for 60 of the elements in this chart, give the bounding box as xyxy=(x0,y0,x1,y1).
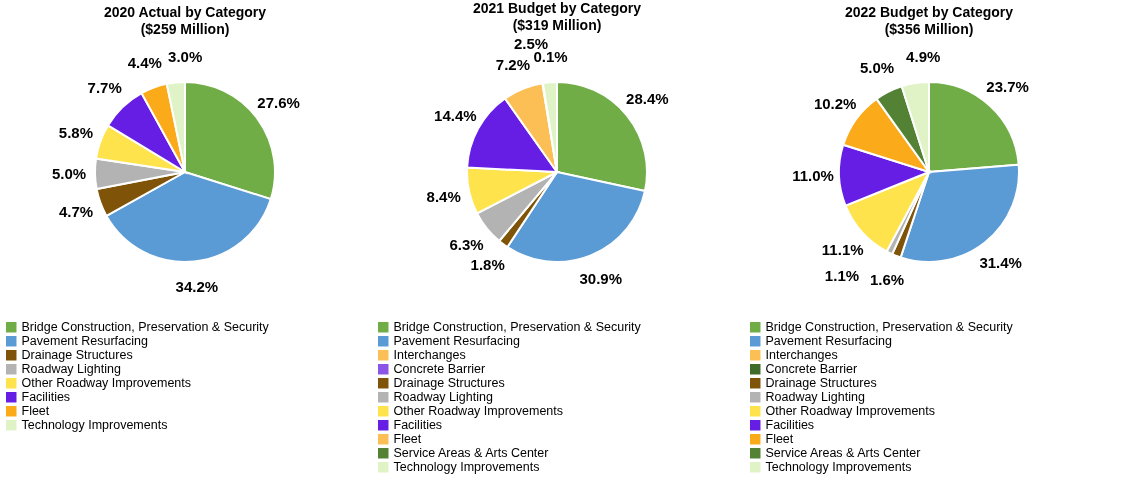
legend-label: Fleet xyxy=(765,432,794,447)
legend-label: Pavement Resurfacing xyxy=(765,334,892,349)
legend-label: Other Roadway Improvements xyxy=(765,404,936,419)
data-label: 1.1% xyxy=(824,267,860,285)
legend-label: Concrete Barrier xyxy=(765,362,858,377)
chart-title: 2020 Actual by Category xyxy=(103,4,267,20)
data-label: 30.9% xyxy=(579,270,622,288)
data-label: 6.3% xyxy=(449,235,484,253)
data-label: 10.2% xyxy=(813,94,857,112)
legend-label: Interchanges xyxy=(765,348,838,363)
data-label: 31.4% xyxy=(979,254,1022,272)
data-label: 1.6% xyxy=(869,271,905,289)
legend-label: Other Roadway Improvements xyxy=(21,376,192,391)
chart-title: 2022 Budget by Category xyxy=(844,4,1014,20)
data-label: 11.0% xyxy=(792,167,834,185)
data-label: 8.4% xyxy=(426,187,461,205)
legend-label: Roadway Lighting xyxy=(765,390,865,405)
data-label: 11.1% xyxy=(821,240,864,258)
chart-subtitle: ($356 Million) xyxy=(884,21,974,37)
data-label: 5.0% xyxy=(859,59,895,77)
legend-label: Pavement Resurfacing xyxy=(21,334,148,349)
data-label: 1.8% xyxy=(470,255,505,273)
legend-label: Drainage Structures xyxy=(21,348,133,363)
data-label: 4.7% xyxy=(58,202,94,220)
data-label: 28.4% xyxy=(626,90,669,108)
legend-label: Concrete Barrier xyxy=(393,362,486,377)
data-label: 5.0% xyxy=(51,165,87,183)
legend-label: Fleet xyxy=(21,404,50,419)
legend-label: Technology Improvements xyxy=(765,460,912,475)
legend-label: Other Roadway Improvements xyxy=(393,404,564,419)
legend-label: Service Areas & Arts Center xyxy=(765,446,921,461)
data-label: 7.2% xyxy=(495,55,531,73)
data-label: 23.7% xyxy=(986,77,1029,95)
data-label: 4.9% xyxy=(906,48,941,66)
legend-label: Interchanges xyxy=(393,348,466,363)
data-label: 14.4% xyxy=(434,107,477,125)
legend-label: Facilities xyxy=(393,418,443,433)
legend-label: Facilities xyxy=(21,390,71,405)
chart-subtitle: ($259 Million) xyxy=(140,21,230,37)
legend-label: Pavement Resurfacing xyxy=(393,334,520,349)
legend-label: Bridge Construction, Preservation & Security xyxy=(21,320,270,335)
legend-label: Bridge Construction, Preservation & Security xyxy=(393,320,642,335)
data-label: 5.8% xyxy=(58,123,94,141)
legend-label: Roadway Lighting xyxy=(21,362,121,377)
legend-label: Drainage Structures xyxy=(393,376,505,391)
legend-label: Roadway Lighting xyxy=(393,390,493,405)
chart-subtitle: ($319 Million) xyxy=(512,17,602,34)
legend-label: Drainage Structures xyxy=(765,376,877,391)
data-label: 27.6% xyxy=(257,94,300,112)
data-label: 4.4% xyxy=(127,54,162,72)
chart-title: 2021 Budget by Category xyxy=(472,0,642,17)
legend-label: Fleet xyxy=(393,432,422,447)
legend-label: Bridge Construction, Preservation & Security xyxy=(765,320,1014,335)
data-label: 3.0% xyxy=(168,47,203,65)
data-label: 7.7% xyxy=(87,79,122,97)
legend-label: Technology Improvements xyxy=(393,460,540,475)
legend-label: Technology Improvements xyxy=(21,418,168,433)
legend-label: Facilities xyxy=(765,418,815,433)
legend-label: Service Areas & Arts Center xyxy=(393,446,549,461)
data-label: 34.2% xyxy=(175,278,219,296)
